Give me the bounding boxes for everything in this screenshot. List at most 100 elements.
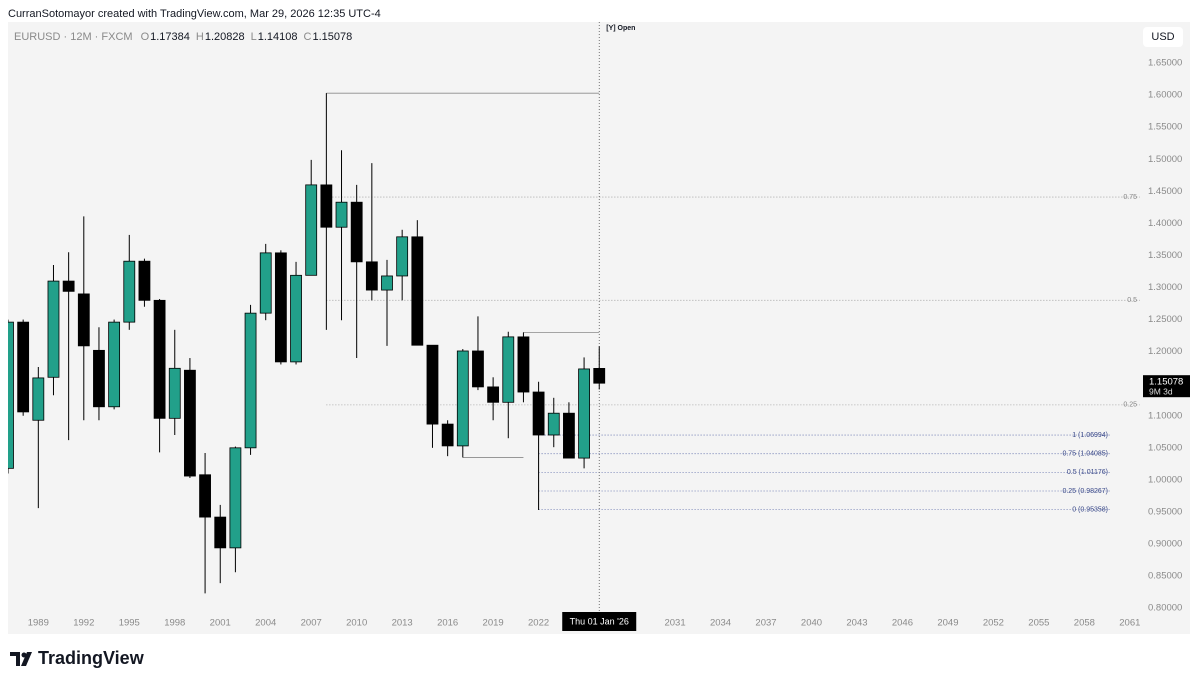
candle-body xyxy=(290,274,302,363)
x-tick-label: 2061 xyxy=(1119,618,1140,629)
legend-text: EURUSD · 12M · FXCM xyxy=(14,31,133,43)
candle-body xyxy=(335,201,348,228)
x-tick-label: 2007 xyxy=(301,618,322,629)
candle-body xyxy=(32,377,45,421)
candle-body xyxy=(456,350,469,447)
currency-button[interactable] xyxy=(1143,27,1183,47)
candle-body xyxy=(426,344,439,425)
x-tick-label: 2004 xyxy=(255,618,276,629)
legend-text: 1.20828 xyxy=(205,31,245,43)
y-tick-label: 0.80000 xyxy=(1148,603,1182,614)
candle-body xyxy=(578,368,590,459)
legend-text: C xyxy=(304,31,312,43)
y-tick-label: 1.05000 xyxy=(1148,442,1182,453)
candle-body xyxy=(17,321,30,413)
y-tick-label: 1.50000 xyxy=(1148,154,1182,165)
x-tick-label: 2022 xyxy=(528,618,549,629)
x-tick-label: 2043 xyxy=(846,618,867,629)
candle-body xyxy=(411,236,424,346)
candle-body xyxy=(502,336,515,403)
countdown: 9M 3d xyxy=(1149,386,1173,396)
candle-body xyxy=(350,201,363,263)
x-tick-label: 1995 xyxy=(119,618,140,629)
fib-label: 0.5 (1.01176) xyxy=(1067,469,1108,476)
y-tick-label: 1.65000 xyxy=(1148,58,1182,69)
fib-label: 0.75 xyxy=(1123,194,1137,201)
candle-body xyxy=(547,412,560,436)
edge-mask xyxy=(0,22,8,634)
y-tick-label: 1.30000 xyxy=(1148,282,1182,293)
candle-body xyxy=(214,516,227,549)
candle-body xyxy=(229,447,242,549)
candle-body xyxy=(487,386,500,403)
candle-body xyxy=(199,474,211,518)
candle-body xyxy=(93,349,105,408)
x-tick-label: 2001 xyxy=(210,618,231,629)
x-tick-label: 2034 xyxy=(710,618,731,629)
x-tick-label: 2031 xyxy=(664,618,685,629)
logo-icon xyxy=(10,652,32,666)
candle-body xyxy=(138,260,151,301)
y-tick-label: 1.60000 xyxy=(1148,90,1182,101)
currency: USD xyxy=(1151,31,1174,43)
fib-label: 0.25 (0.98267) xyxy=(1062,488,1108,495)
candle-body xyxy=(168,367,181,419)
candle-body xyxy=(184,369,196,477)
y-tick-label: 1.25000 xyxy=(1148,314,1182,325)
crosshair-label: Thu 01 Jan '26 xyxy=(570,616,629,626)
y-tick-label: 1.20000 xyxy=(1148,346,1182,357)
x-tick-label: 2049 xyxy=(937,618,958,629)
x-tick-label: 2058 xyxy=(1074,618,1095,629)
y-tick-label: 1.40000 xyxy=(1148,218,1182,229)
x-tick-label: 2019 xyxy=(483,618,504,629)
x-tick-label: 2016 xyxy=(437,618,458,629)
fib-label: 0.25 xyxy=(1123,402,1137,409)
candle-body xyxy=(305,184,318,276)
brand: TradingView xyxy=(38,648,145,668)
x-tick-label: 1989 xyxy=(28,618,49,629)
x-tick-label: 2010 xyxy=(346,618,367,629)
legend-text: L xyxy=(251,31,257,43)
candle-body xyxy=(77,293,90,347)
candle-body xyxy=(593,368,606,384)
y-tick-label: 1.10000 xyxy=(1148,410,1182,421)
legend-text: 1.14108 xyxy=(258,31,298,43)
fib-label: 0 (0.95358) xyxy=(1072,507,1108,514)
candle-body xyxy=(153,299,166,419)
candle-body xyxy=(532,391,545,436)
candle-body xyxy=(396,236,409,277)
legend-text: O xyxy=(141,31,150,43)
y-tick-label: 0.85000 xyxy=(1148,571,1182,582)
y-tick-label: 1.00000 xyxy=(1148,474,1182,485)
candle-body xyxy=(320,184,333,228)
candle-body xyxy=(108,321,121,408)
legend-text: H xyxy=(196,31,204,43)
candle-body xyxy=(259,252,272,314)
candle-body xyxy=(517,336,530,393)
x-tick-label: 2040 xyxy=(801,618,822,629)
price-label: 1.15078 xyxy=(1149,377,1183,388)
legend-text: 1.15078 xyxy=(312,31,352,43)
x-tick-label: 2055 xyxy=(1028,618,1049,629)
crosshair-label-box xyxy=(562,612,637,631)
fib-label: 0.75 (1.04085) xyxy=(1062,451,1108,458)
x-tick-label: 2037 xyxy=(755,618,776,629)
fib-label: 1 (1.06994) xyxy=(1072,432,1108,439)
candle-body xyxy=(381,275,393,291)
x-tick-label: 2052 xyxy=(983,618,1004,629)
candle-body xyxy=(123,260,136,323)
candle-body xyxy=(563,412,575,459)
x-tick-label: 1998 xyxy=(164,618,185,629)
header: CurranSotomayor created with TradingView… xyxy=(8,8,381,20)
candle-body xyxy=(441,423,454,447)
y-tick-label: 1.45000 xyxy=(1148,186,1182,197)
open-marker: [Y] Open xyxy=(606,25,635,32)
candle-body xyxy=(365,261,378,291)
x-tick-label: 1992 xyxy=(73,618,94,629)
candle-body xyxy=(472,350,484,388)
x-tick-label: 2013 xyxy=(392,618,413,629)
y-tick-label: 0.90000 xyxy=(1148,539,1182,550)
legend-text: 1.17384 xyxy=(150,31,190,43)
